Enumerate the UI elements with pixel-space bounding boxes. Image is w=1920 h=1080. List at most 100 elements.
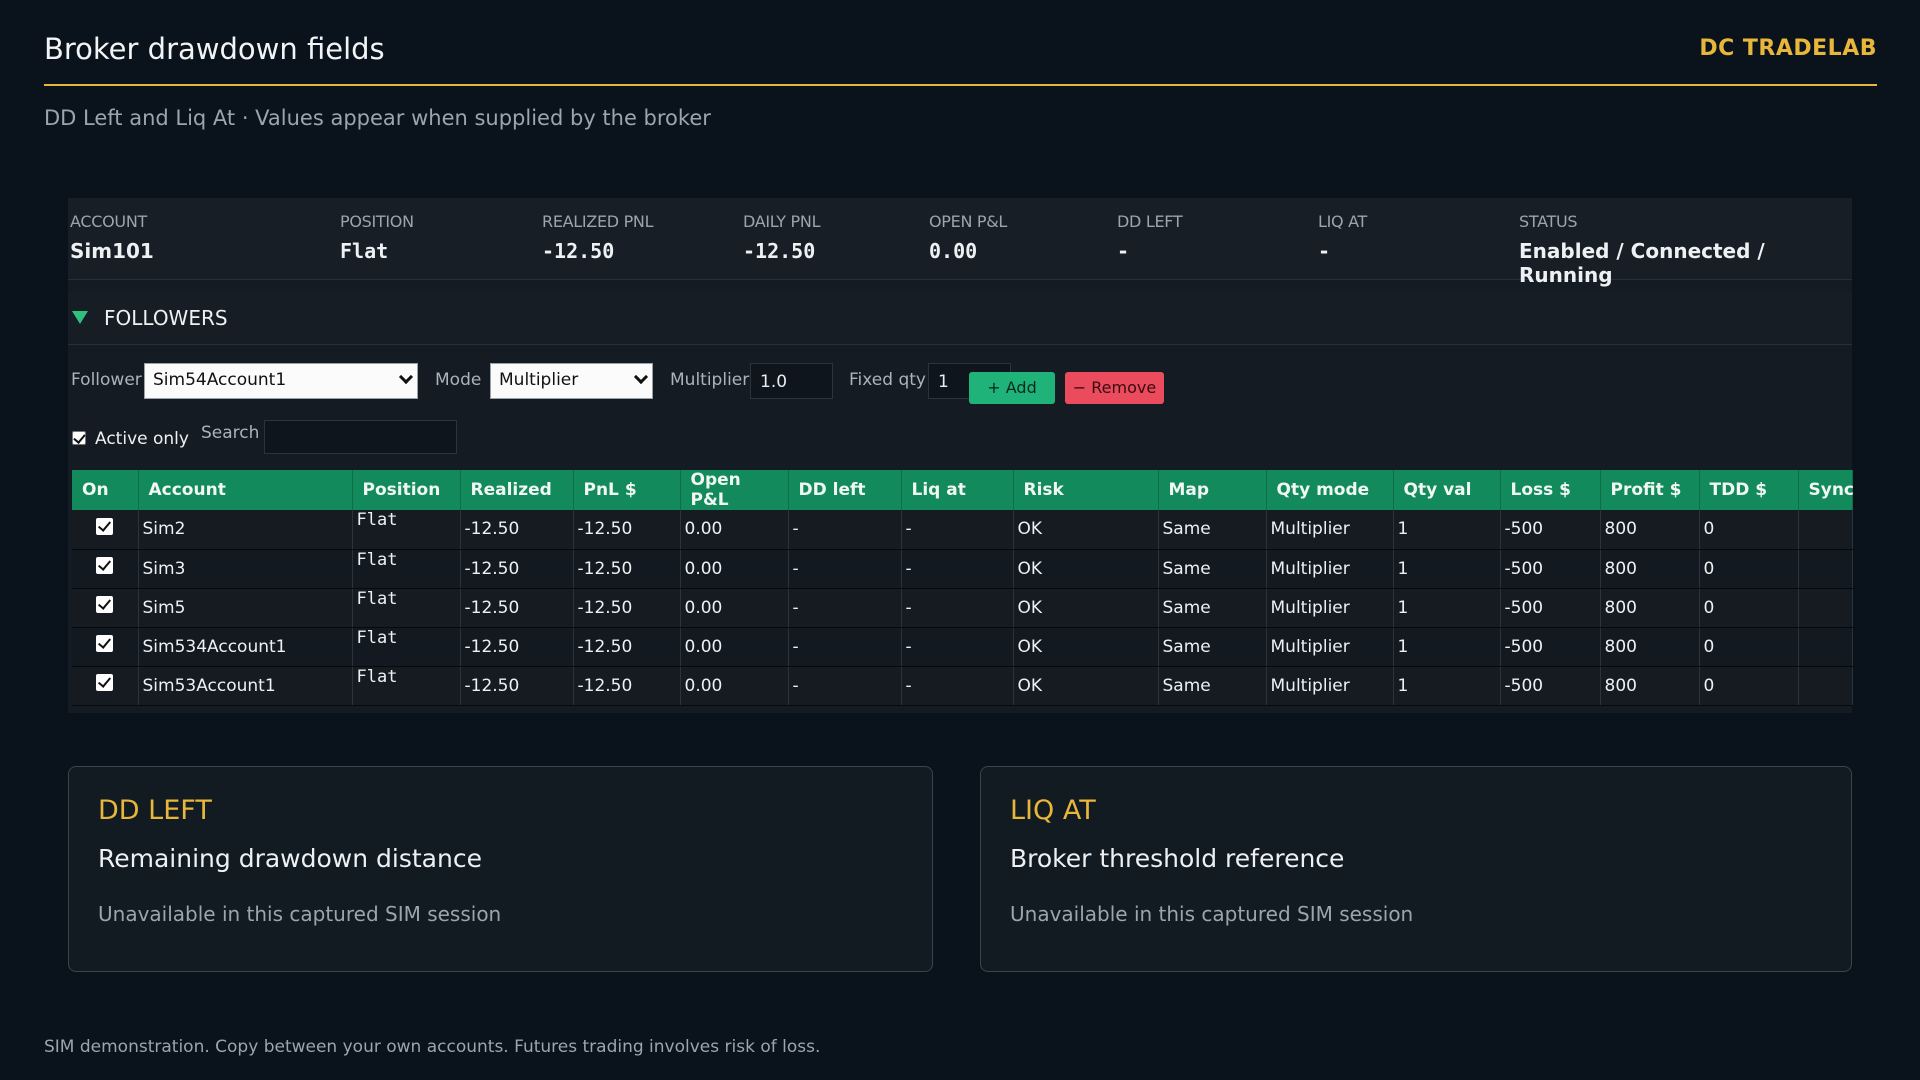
summary-label: OPEN P&L xyxy=(929,212,1008,231)
cell-qty-mode: Multiplier xyxy=(1266,588,1394,628)
followers-table: On Account Position Realized PnL $ Open … xyxy=(72,470,1854,706)
mode-select[interactable]: Multiplier xyxy=(490,363,653,399)
cell-on xyxy=(72,627,139,667)
cell-risk: OK xyxy=(1013,627,1159,667)
cell-liq-at: - xyxy=(901,588,1014,628)
summary-value: 0.00 xyxy=(929,239,978,263)
table-row[interactable]: Sim2 Flat -12.50 -12.50 0.00- - OK Same Multipli… xyxy=(72,510,1853,550)
col-header-liq-at[interactable]: Liq at xyxy=(901,470,1014,510)
cell-risk: OK xyxy=(1013,588,1159,628)
table-row[interactable]: Sim5 Flat -12.50 -12.50 0.00- - OK Same Multipli… xyxy=(72,588,1853,628)
cell-tdd: 0 xyxy=(1699,549,1799,589)
page-subtitle: DD Left and Liq At · Values appear when … xyxy=(44,106,711,130)
chevron-down-icon xyxy=(633,369,649,385)
brand-logo: DC TRADELAB xyxy=(1699,36,1877,61)
col-header-open-pnl[interactable]: Open P&L xyxy=(680,470,789,510)
col-header-realized[interactable]: Realized xyxy=(460,470,574,510)
summary-realized-pnl: REALIZED PNL -12.50 xyxy=(542,212,654,263)
remove-follower-button[interactable]: − Remove xyxy=(1065,372,1164,404)
col-header-on[interactable]: On xyxy=(72,470,139,510)
cell-realized: -12.50 xyxy=(460,510,574,550)
cell-qty-mode: Multiplier xyxy=(1266,627,1394,667)
cell-map: Same xyxy=(1158,666,1267,706)
card-title: DD LEFT xyxy=(98,795,212,826)
col-header-qty-val[interactable]: Qty val xyxy=(1393,470,1501,510)
add-follower-button[interactable]: + Add xyxy=(969,372,1055,404)
cell-on xyxy=(72,588,139,628)
table-header-row: On Account Position Realized PnL $ Open … xyxy=(72,470,1854,510)
cell-loss: -500 xyxy=(1500,549,1601,589)
table-row[interactable]: Sim3 Flat -12.50 -12.50 0.00- - OK Same Multipli… xyxy=(72,549,1853,589)
cell-position: Flat xyxy=(352,510,461,550)
search-input[interactable] xyxy=(264,420,457,454)
active-only-checkbox[interactable] xyxy=(72,431,86,445)
cell-sync xyxy=(1798,666,1853,706)
cell-on xyxy=(72,549,139,589)
cell-risk: OK xyxy=(1013,666,1159,706)
cell-tdd: 0 xyxy=(1699,627,1799,667)
cell-dd-left: - xyxy=(788,627,902,667)
row-enabled-checkbox[interactable] xyxy=(96,635,114,652)
cell-realized: -12.50 xyxy=(460,666,574,706)
cell-profit: 800 xyxy=(1600,549,1700,589)
row-enabled-checkbox[interactable] xyxy=(96,674,114,691)
cell-pnl: -12.50 xyxy=(573,588,681,628)
row-enabled-checkbox[interactable] xyxy=(96,517,114,535)
cell-position: Flat xyxy=(352,627,461,667)
row-enabled-checkbox[interactable] xyxy=(96,557,114,574)
header: Broker drawdown fields DC TRADELAB xyxy=(44,30,1877,86)
col-header-map[interactable]: Map xyxy=(1158,470,1267,510)
col-header-loss[interactable]: Loss $ xyxy=(1500,470,1601,510)
cell-qty-val: 1 xyxy=(1393,627,1501,667)
multiplier-label: Multiplier xyxy=(670,370,750,390)
table-row[interactable]: Sim53Account1 Flat -12.50 -12.50 0.00- - OK Sam… xyxy=(72,666,1853,706)
cell-map: Same xyxy=(1158,510,1267,550)
summary-value: -12.50 xyxy=(743,239,816,263)
account-summary: ACCOUNT Sim101 POSITION Flat REALIZED PN… xyxy=(68,198,1852,287)
cell-realized: -12.50 xyxy=(460,549,574,589)
follower-select-value: Sim54Account1 xyxy=(153,370,287,390)
cell-qty-val: 1 xyxy=(1393,510,1501,550)
active-only-label: Active only xyxy=(95,429,189,449)
cell-map: Same xyxy=(1158,627,1267,667)
col-header-position[interactable]: Position xyxy=(352,470,461,510)
col-header-dd-left[interactable]: DD left xyxy=(788,470,902,510)
card-note: Unavailable in this captured SIM session xyxy=(1010,902,1414,926)
page-title: Broker drawdown fields xyxy=(44,32,385,66)
summary-open-pnl: OPEN P&L 0.00 xyxy=(929,212,1007,263)
summary-value: - xyxy=(1318,239,1331,263)
cell-position: Flat xyxy=(352,549,461,589)
cell-profit: 800 xyxy=(1600,627,1700,667)
cell-dd-left: - xyxy=(788,510,902,550)
summary-liq-at: LIQ AT - xyxy=(1318,212,1367,263)
summary-dd-left: DD LEFT - xyxy=(1117,212,1183,263)
cell-risk: OK xyxy=(1013,510,1159,550)
col-header-sync[interactable]: Sync xyxy=(1798,470,1854,510)
cell-open-pnl: 0.00 xyxy=(680,666,789,706)
col-header-account[interactable]: Account xyxy=(138,470,353,510)
followers-title: FOLLOWERS xyxy=(104,306,228,330)
card-subtitle: Remaining drawdown distance xyxy=(98,844,482,873)
table-row[interactable]: Sim534Account1 Flat -12.50 -12.50 0.00- - OK Sa… xyxy=(72,627,1853,667)
summary-label: STATUS xyxy=(1519,212,1578,231)
cell-tdd: 0 xyxy=(1699,666,1799,706)
cell-profit: 800 xyxy=(1600,588,1700,628)
cell-open-pnl: 0.00 xyxy=(680,510,789,550)
col-header-profit[interactable]: Profit $ xyxy=(1600,470,1700,510)
follower-select[interactable]: Sim54Account1 xyxy=(144,363,418,399)
row-enabled-checkbox[interactable] xyxy=(96,596,114,613)
followers-toggle[interactable]: FOLLOWERS xyxy=(68,291,1852,345)
col-header-pnl[interactable]: PnL $ xyxy=(573,470,681,510)
cell-liq-at: - xyxy=(901,627,1014,667)
summary-label: DAILY PNL xyxy=(743,212,821,231)
col-header-qty-mode[interactable]: Qty mode xyxy=(1266,470,1394,510)
cell-tdd: 0 xyxy=(1699,510,1799,550)
col-header-risk[interactable]: Risk xyxy=(1013,470,1159,510)
multiplier-input[interactable]: 1.0 xyxy=(750,363,833,399)
status-value: Enabled / Connected / Running xyxy=(1519,239,1765,287)
mode-select-value: Multiplier xyxy=(499,370,579,390)
cell-dd-left: - xyxy=(788,666,902,706)
dd-left-card: DD LEFT Remaining drawdown distance Unav… xyxy=(68,766,933,972)
summary-value: - xyxy=(1117,239,1130,263)
col-header-tdd[interactable]: TDD $ xyxy=(1699,470,1799,510)
